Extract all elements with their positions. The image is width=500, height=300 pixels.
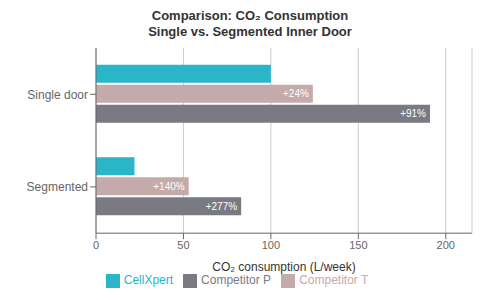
svg-text:Single door: Single door <box>27 88 88 102</box>
html-text:Single vs. Segmented Inner Doo: Single vs. Segmented Inner Door <box>148 24 352 39</box>
svg-text:0: 0 <box>93 239 99 251</box>
html-text:Competitor P: Competitor P <box>201 273 272 288</box>
svg-text:+91%: +91% <box>400 108 426 119</box>
svg-text:100: 100 <box>262 239 280 251</box>
svg-text:CO₂ consumption (L/week): CO₂ consumption (L/week) <box>212 260 355 274</box>
svg-text:200: 200 <box>437 239 455 251</box>
svg-text:150: 150 <box>349 239 367 251</box>
svg-text:+140%: +140% <box>153 181 185 192</box>
svg-text:+24%: +24% <box>283 88 309 99</box>
svg-text:50: 50 <box>177 239 189 251</box>
svg-text:+277%: +277% <box>206 201 238 212</box>
svg-text:Segmented: Segmented <box>27 180 88 194</box>
html-text:CellXpert: CellXpert <box>123 273 174 288</box>
html-text:Comparison: CO₂ Consumption: Comparison: CO₂ Consumption <box>151 8 349 23</box>
html-text:Competitor T: Competitor T <box>299 273 369 288</box>
